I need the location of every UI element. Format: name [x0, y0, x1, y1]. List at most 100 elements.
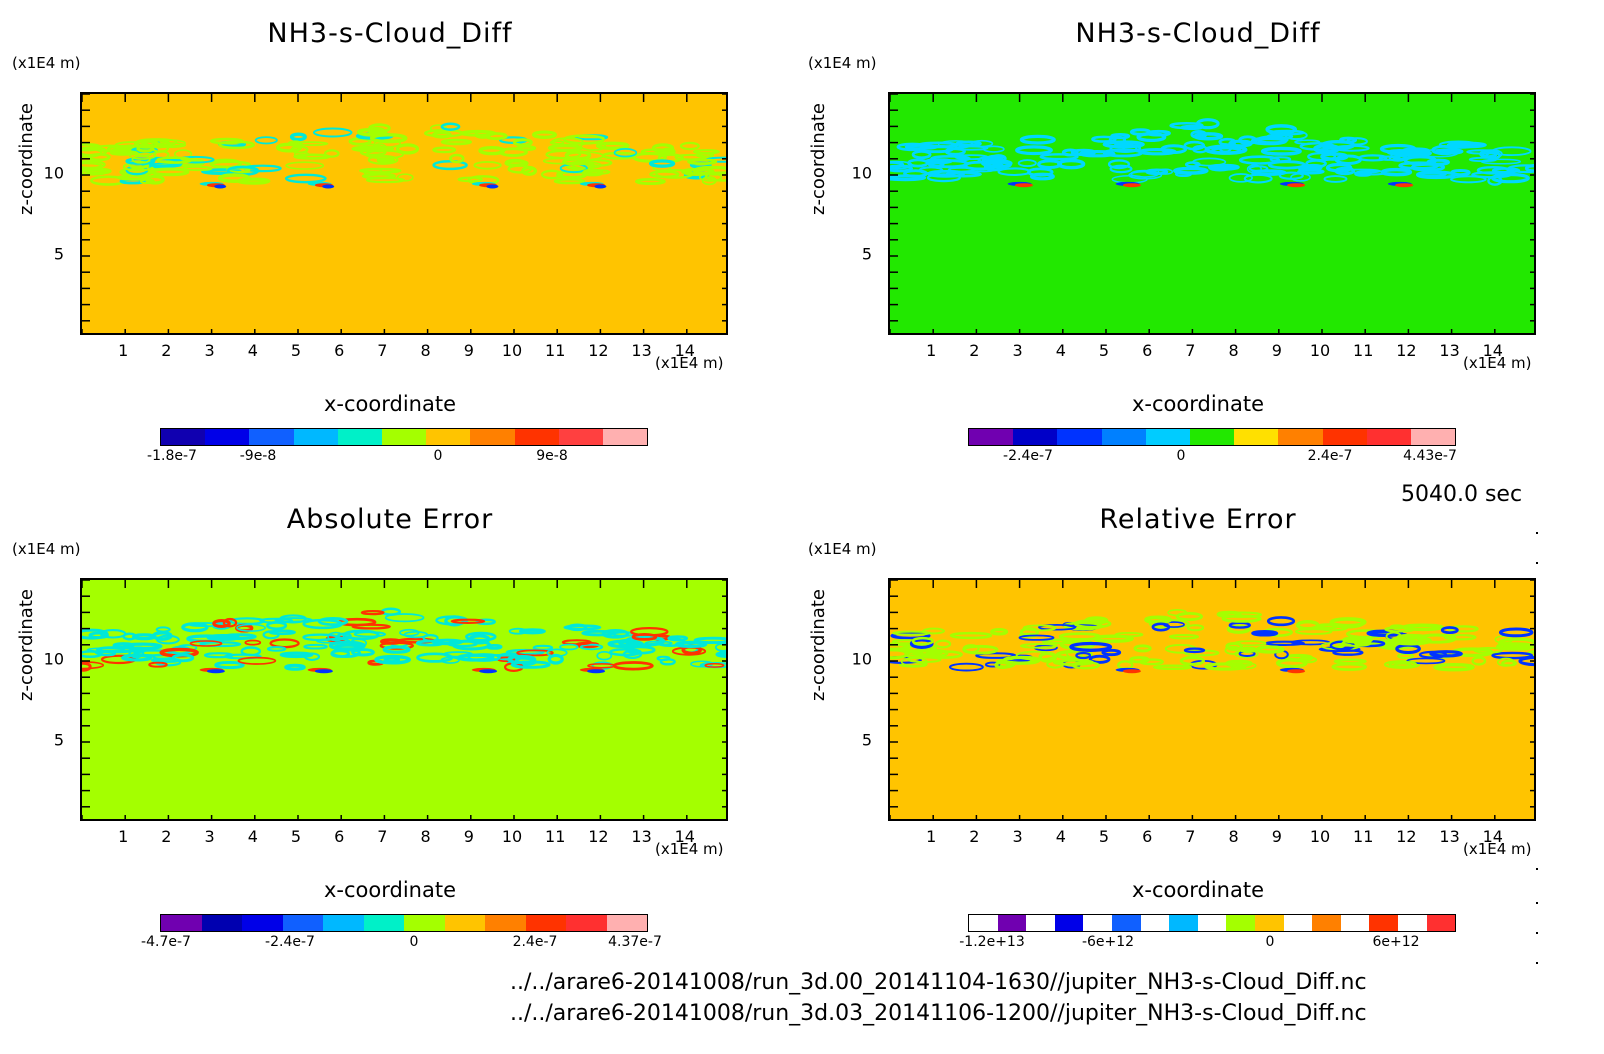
cloud-contour [1398, 161, 1440, 170]
cloud-contour [303, 643, 328, 650]
cloud-contour [351, 145, 395, 153]
cloud-contour [532, 130, 558, 140]
cloud-contour [1298, 656, 1318, 664]
cloud-contour [181, 622, 209, 633]
cloud-contour [896, 142, 929, 152]
x-tick-label: 12 [588, 827, 609, 846]
cloud-contour [324, 149, 340, 158]
cloud-contour [595, 141, 630, 150]
cloud-contour [1498, 637, 1534, 649]
cloud-contour [139, 178, 155, 185]
cloud-contour [1101, 648, 1122, 657]
cloud-contour [182, 165, 213, 172]
colorbar-swatch [161, 915, 202, 931]
colorbar-label: 9e-8 [536, 448, 568, 464]
colorbar-swatch [426, 429, 471, 445]
cloud-contour [473, 160, 502, 170]
cloud-contour [109, 150, 139, 156]
x-tick-label: 5 [290, 827, 302, 846]
cloud-contour [635, 178, 666, 186]
anomaly-spot [587, 669, 606, 674]
cloud-contour [715, 650, 726, 658]
colorbar-swatch [485, 915, 526, 931]
cloud-contour [176, 155, 215, 164]
cloud-contour [579, 643, 604, 651]
contour-field [890, 94, 1534, 333]
cloud-contour [1228, 173, 1253, 183]
colorbar-swatch [1054, 915, 1084, 931]
x-tick-label: 11 [1353, 341, 1374, 360]
cloud-contour [422, 633, 439, 642]
cloud-contour [549, 140, 565, 145]
x-tick-label: 2 [161, 827, 172, 846]
cloud-contour [1128, 170, 1163, 180]
x-tick-label: 9 [463, 827, 474, 846]
cloud-contour [1332, 649, 1364, 656]
cloud-contour [985, 154, 1004, 163]
cloud-contour [553, 178, 586, 185]
cloud-contour [82, 661, 92, 672]
cloud-contour [1393, 149, 1433, 158]
cloud-contour [1498, 627, 1534, 638]
x-tick-label: 2 [969, 341, 980, 360]
cloud-contour [449, 153, 465, 164]
cloud-contour [1417, 149, 1459, 158]
cloud-contour [1447, 625, 1479, 633]
cloud-contour [1518, 656, 1534, 667]
cloud-contour [1109, 164, 1133, 174]
colorbar-swatch [1111, 915, 1141, 931]
cloud-contour [1450, 169, 1471, 177]
colorbar [968, 914, 1456, 932]
x-tick-label: 1 [926, 341, 937, 360]
cloud-contour [1473, 647, 1503, 654]
contour-field [82, 580, 726, 819]
cloud-contour [1226, 624, 1251, 634]
cloud-contour [890, 160, 913, 170]
cloud-contour [1440, 626, 1459, 635]
x-tick-label: 13 [631, 341, 652, 360]
x-axis-label: x-coordinate [323, 392, 456, 416]
panel-bottom-right: Relative Error (x1E4 m) z-coordinate (x1… [808, 486, 1588, 966]
colorbar-swatch [558, 429, 603, 445]
cloud-contour [994, 660, 1011, 670]
x-tick-label: 3 [204, 827, 215, 846]
colorbar-swatch [470, 429, 515, 445]
cloud-contour [1443, 634, 1477, 641]
cloud-contour [1157, 168, 1174, 175]
colorbar-swatch [161, 429, 206, 445]
colorbar-swatch [1189, 429, 1235, 445]
cloud-contour [214, 660, 245, 670]
y-unit-label: (x1E4 m) [12, 540, 81, 558]
anomaly-spot [1014, 183, 1033, 188]
cloud-contour [1218, 137, 1237, 147]
cloud-contour [416, 652, 454, 663]
cloud-contour [1037, 159, 1063, 169]
cloud-contour [99, 629, 127, 639]
cloud-contour [512, 138, 533, 147]
colorbar-swatch [514, 429, 559, 445]
cloud-contour [1389, 624, 1404, 630]
chart-title: Absolute Error [286, 504, 494, 535]
x-tick-label: 8 [1228, 827, 1239, 846]
plot-area [80, 92, 728, 335]
cloud-contour [692, 165, 726, 176]
colorbar-label: -9e-8 [239, 448, 277, 464]
cloud-contour [478, 145, 506, 156]
x-tick-label: 5 [1098, 827, 1110, 846]
cloud-contour [82, 650, 103, 659]
cloud-contour [1450, 175, 1487, 184]
cloud-contour [1507, 164, 1534, 174]
colorbar-swatch [1140, 915, 1170, 931]
colorbar-swatch [293, 429, 338, 445]
x-tick-label: 14 [674, 341, 695, 360]
cloud-contour [926, 173, 962, 183]
cloud-contour [982, 145, 1005, 153]
cloud-contour [365, 177, 406, 184]
cloud-contour [1190, 130, 1208, 139]
cloud-contour [1144, 615, 1172, 625]
colorbar-swatch [1410, 429, 1456, 445]
cloud-contour [236, 623, 267, 632]
cloud-contour [975, 652, 1017, 659]
x-tick-label: 1 [926, 827, 937, 846]
cloud-contour [1295, 620, 1320, 631]
